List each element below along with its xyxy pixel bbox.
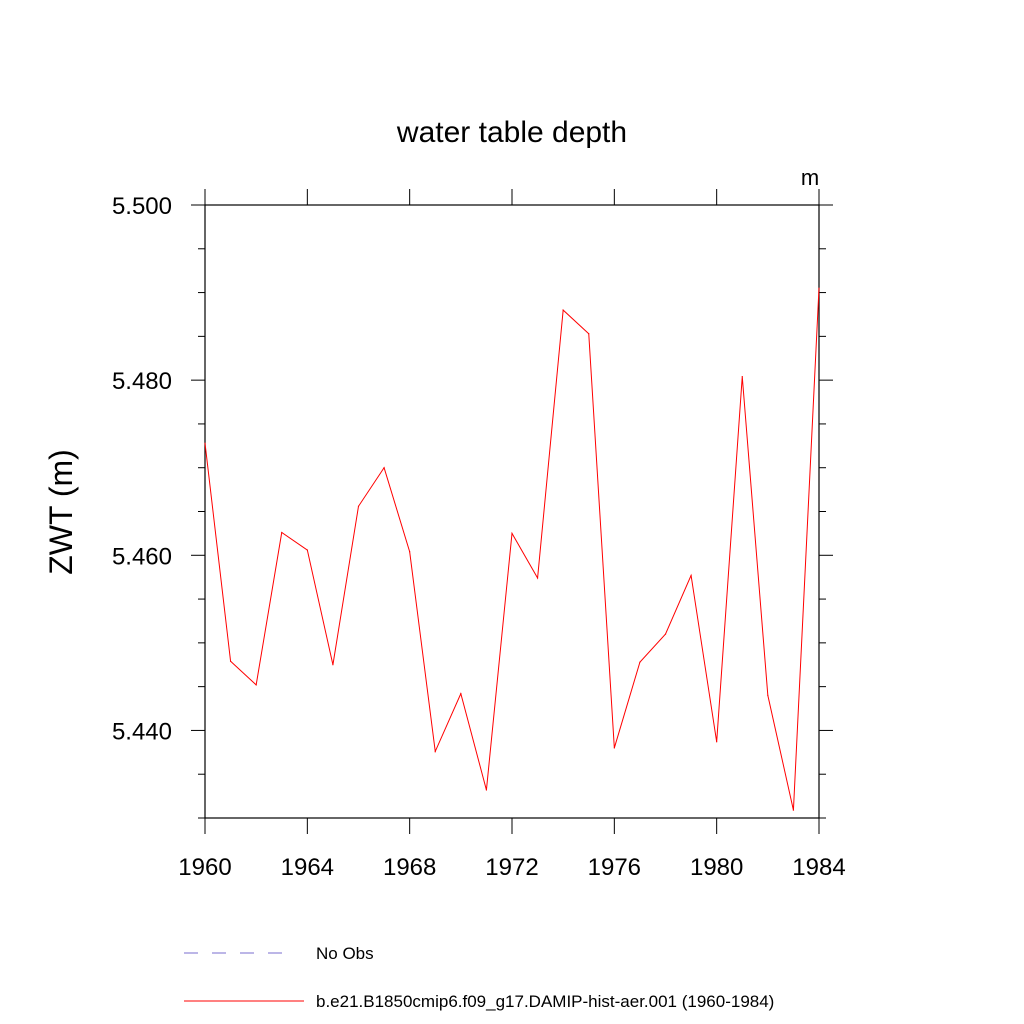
- series-line: [204, 288, 820, 811]
- x-tick-label: 1968: [383, 854, 436, 881]
- data-point: [434, 750, 436, 753]
- data-point: [511, 532, 513, 534]
- data-point: [792, 809, 795, 811]
- x-tick-label: 1972: [485, 854, 538, 881]
- data-point: [767, 694, 769, 697]
- data-point: [229, 660, 232, 662]
- data-point: [741, 376, 743, 378]
- x-tick-label: 1976: [588, 854, 641, 881]
- plot-frame: [204, 204, 820, 819]
- y-tick-label: 5.500: [112, 193, 172, 220]
- y-tick-label: 5.460: [112, 543, 172, 570]
- x-tick-label: 1964: [281, 854, 334, 881]
- data-point: [281, 531, 283, 534]
- data-point: [357, 505, 360, 507]
- x-tick-label: 1984: [792, 854, 845, 881]
- data-point: [818, 287, 820, 289]
- data-point: [639, 661, 641, 663]
- data-point: [690, 574, 692, 577]
- data-point: [588, 333, 590, 335]
- x-tick-labels: 1960 1964 1968 1972 1976 1980 1984: [178, 854, 845, 881]
- x-tick-label: 1980: [690, 854, 743, 881]
- legend-label-model: b.e21.B1850cmip6.f09_g17.DAMIP-hist-aer.…: [316, 992, 774, 1011]
- y-tick-label: 5.480: [112, 368, 172, 395]
- data-point: [613, 747, 615, 749]
- x-tick-label: 1960: [178, 854, 231, 881]
- data-point: [204, 442, 206, 444]
- data-point: [306, 549, 308, 551]
- y-axis-label: ZWT (m): [43, 449, 79, 575]
- data-point: [409, 551, 411, 553]
- data-point: [383, 467, 385, 469]
- y-tick-label: 5.440: [112, 718, 172, 745]
- data-point: [716, 741, 718, 743]
- data-point: [664, 633, 667, 635]
- data-point: [562, 309, 564, 311]
- series-lines: [204, 287, 820, 811]
- units-label: m: [801, 165, 819, 190]
- data-point: [460, 693, 462, 695]
- chart-title: water table depth: [396, 116, 627, 149]
- data-point: [485, 789, 488, 791]
- data-point: [255, 684, 257, 686]
- y-tick-labels: 5.440 5.460 5.480 5.500: [112, 193, 172, 745]
- legend: No Obs b.e21.B1850cmip6.f09_g17.DAMIP-hi…: [184, 944, 774, 1011]
- legend-label-no-obs: No Obs: [316, 944, 374, 963]
- axis-ticks: [191, 189, 833, 834]
- data-point: [536, 577, 539, 579]
- data-point: [332, 664, 334, 666]
